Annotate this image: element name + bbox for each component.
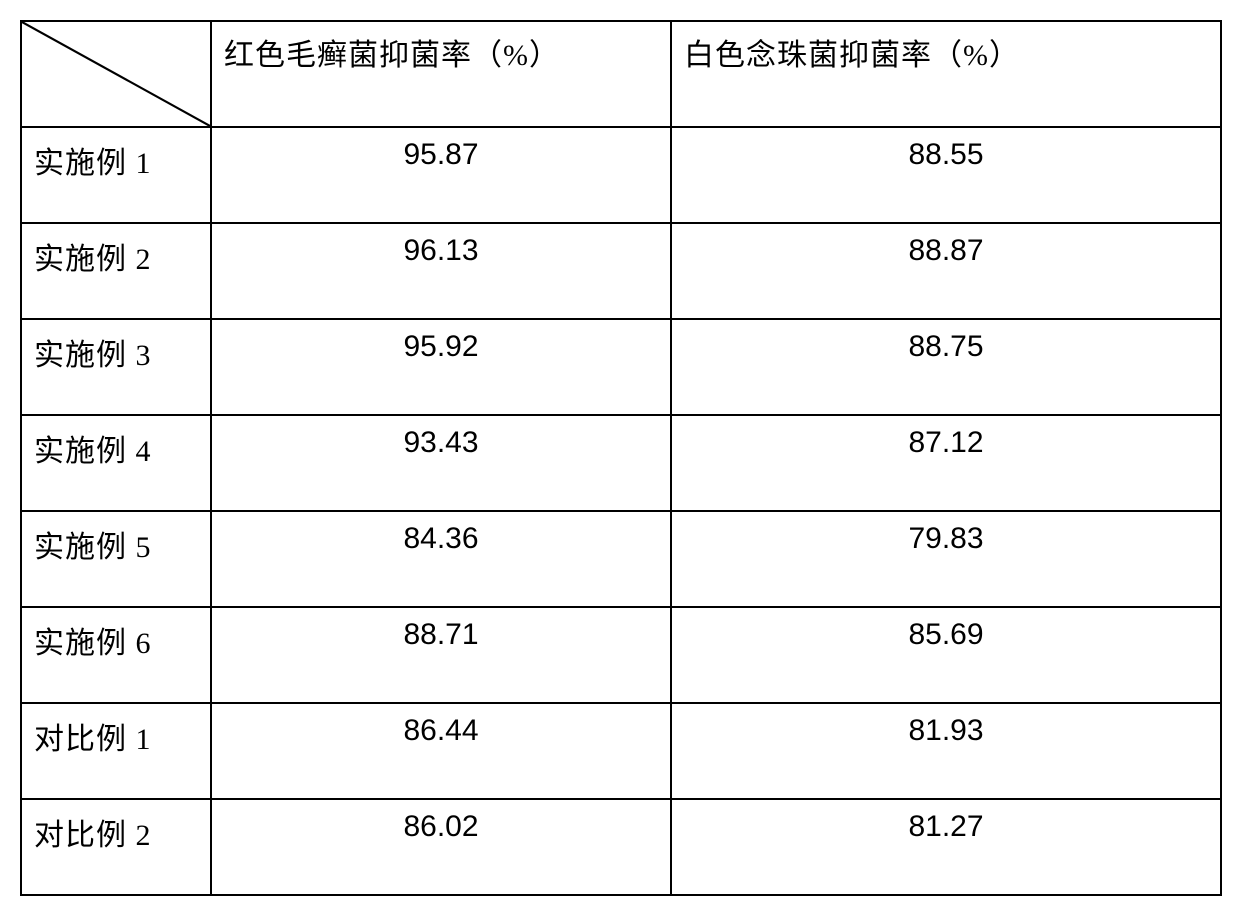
row-label: 实施例 4: [21, 415, 211, 511]
data-cell: 85.69: [671, 607, 1221, 703]
diagonal-line-icon: [22, 22, 210, 126]
table-body: 实施例 1 95.87 88.55 实施例 2 96.13 88.87 实施例 …: [21, 127, 1221, 895]
data-cell: 95.87: [211, 127, 671, 223]
row-label: 实施例 2: [21, 223, 211, 319]
table-row: 实施例 4 93.43 87.12: [21, 415, 1221, 511]
data-cell: 81.27: [671, 799, 1221, 895]
diagonal-header-cell: [21, 21, 211, 127]
data-cell: 88.55: [671, 127, 1221, 223]
table-row: 实施例 5 84.36 79.83: [21, 511, 1221, 607]
data-cell: 87.12: [671, 415, 1221, 511]
data-table-container: 红色毛癣菌抑菌率（%） 白色念珠菌抑菌率（%） 实施例 1 95.87 88.5…: [20, 20, 1220, 896]
data-cell: 84.36: [211, 511, 671, 607]
table-row: 实施例 6 88.71 85.69: [21, 607, 1221, 703]
table-row: 实施例 1 95.87 88.55: [21, 127, 1221, 223]
row-label: 实施例 6: [21, 607, 211, 703]
column-header-2: 白色念珠菌抑菌率（%）: [671, 21, 1221, 127]
row-label: 对比例 2: [21, 799, 211, 895]
data-cell: 96.13: [211, 223, 671, 319]
data-cell: 86.02: [211, 799, 671, 895]
table-header-row: 红色毛癣菌抑菌率（%） 白色念珠菌抑菌率（%）: [21, 21, 1221, 127]
data-cell: 86.44: [211, 703, 671, 799]
data-cell: 79.83: [671, 511, 1221, 607]
data-cell: 88.71: [211, 607, 671, 703]
data-cell: 81.93: [671, 703, 1221, 799]
row-label: 实施例 3: [21, 319, 211, 415]
column-header-1: 红色毛癣菌抑菌率（%）: [211, 21, 671, 127]
data-cell: 88.75: [671, 319, 1221, 415]
data-cell: 93.43: [211, 415, 671, 511]
row-label: 对比例 1: [21, 703, 211, 799]
table-row: 对比例 1 86.44 81.93: [21, 703, 1221, 799]
table-row: 实施例 3 95.92 88.75: [21, 319, 1221, 415]
antibacterial-rate-table: 红色毛癣菌抑菌率（%） 白色念珠菌抑菌率（%） 实施例 1 95.87 88.5…: [20, 20, 1222, 896]
row-label: 实施例 1: [21, 127, 211, 223]
row-label: 实施例 5: [21, 511, 211, 607]
table-row: 实施例 2 96.13 88.87: [21, 223, 1221, 319]
data-cell: 88.87: [671, 223, 1221, 319]
data-cell: 95.92: [211, 319, 671, 415]
table-row: 对比例 2 86.02 81.27: [21, 799, 1221, 895]
